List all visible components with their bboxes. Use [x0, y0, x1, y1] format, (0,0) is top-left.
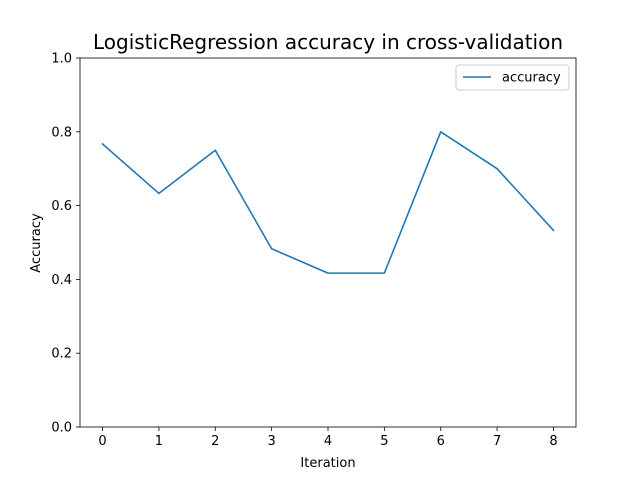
x-tick-label: 8	[549, 434, 557, 449]
y-axis-label: Accuracy	[29, 213, 44, 273]
legend-label: accuracy	[502, 71, 561, 86]
chart-title: LogisticRegression accuracy in cross-val…	[93, 30, 563, 54]
legend: accuracy	[456, 65, 569, 90]
x-tick-label: 2	[211, 434, 219, 449]
x-tick-label: 3	[267, 434, 275, 449]
x-tick-label: 4	[324, 434, 332, 449]
y-tick-label: 0.6	[51, 199, 72, 214]
x-axis-label: Iteration	[300, 456, 355, 471]
x-tick-label: 6	[437, 434, 445, 449]
y-tick-label: 0.8	[51, 125, 72, 140]
x-tick-label: 0	[98, 434, 106, 449]
x-tick-label: 5	[380, 434, 388, 449]
y-tick-label: 0.0	[51, 421, 72, 436]
x-tick-label: 7	[493, 434, 501, 449]
y-tick-label: 0.4	[51, 273, 72, 288]
x-tick-label: 1	[155, 434, 163, 449]
y-tick-label: 1.0	[51, 52, 72, 67]
y-tick-label: 0.2	[51, 347, 72, 362]
